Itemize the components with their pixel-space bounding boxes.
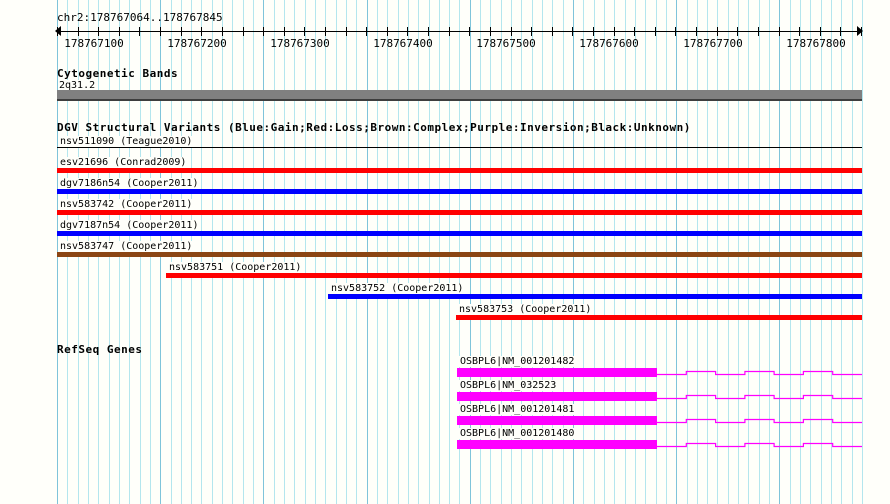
gene-exon-block[interactable] <box>457 392 657 401</box>
ruler-tick <box>511 27 512 36</box>
variant-bar[interactable] <box>328 294 862 299</box>
ruler-tick-label: 178767800 <box>786 37 846 50</box>
variant-label: nsv583751 (Cooper2011) <box>168 262 303 273</box>
gene-exon-block[interactable] <box>457 416 657 425</box>
ruler-tick <box>284 27 285 36</box>
ruler-tick <box>428 27 429 36</box>
ruler-tick <box>758 27 759 36</box>
ruler-tick <box>407 27 408 36</box>
variant-bar[interactable] <box>57 147 862 148</box>
ruler-tick <box>78 27 79 36</box>
ruler-tick <box>263 27 264 36</box>
section-title-refseq-genes: RefSeq Genes <box>57 343 143 356</box>
variant-label: nsv583747 (Cooper2011) <box>59 241 194 252</box>
ruler-tick <box>243 27 244 36</box>
ruler-tick <box>717 27 718 36</box>
gene-label: OSBPL6|NM_001201482 <box>459 356 576 367</box>
gene-intron-line[interactable] <box>657 440 862 449</box>
ruler-tick <box>346 27 347 36</box>
ruler-tick <box>304 27 305 36</box>
gene-label: OSBPL6|NM_001201480 <box>459 428 576 439</box>
ruler-axis-line <box>57 31 862 32</box>
ruler-tick <box>572 27 573 36</box>
ruler-tick <box>387 27 388 36</box>
variant-label: dgv7186n54 (Cooper2011) <box>59 178 200 189</box>
ruler-tick-label: 178767600 <box>579 37 639 50</box>
section-title-dgv-structural-variants: DGV Structural Variants (Blue:Gain;Red:L… <box>57 121 691 134</box>
gene-exon-block[interactable] <box>457 368 657 377</box>
ruler-tick <box>737 27 738 36</box>
gene-exon-block[interactable] <box>457 440 657 449</box>
ruler-tick <box>593 27 594 36</box>
ruler-tick-label: 178767500 <box>476 37 536 50</box>
gene-label: OSBPL6|NM_032523 <box>459 380 558 391</box>
variant-bar[interactable] <box>57 231 862 236</box>
variant-bar[interactable] <box>57 168 862 173</box>
ruler-tick <box>840 27 841 36</box>
ruler-tick-label: 178767100 <box>64 37 124 50</box>
ruler-tick <box>181 27 182 36</box>
variant-label: dgv7187n54 (Cooper2011) <box>59 220 200 231</box>
ruler-tick <box>634 27 635 36</box>
ruler-tick <box>490 27 491 36</box>
left-arrow-icon[interactable] <box>55 26 61 36</box>
variant-bar[interactable] <box>57 189 862 194</box>
ruler-tick-label: 178767400 <box>373 37 433 50</box>
gene-label: OSBPL6|NM_001201481 <box>459 404 576 415</box>
variant-bar[interactable] <box>166 273 862 278</box>
ruler-tick <box>366 27 367 36</box>
section-title-cytogenetic-bands: Cytogenetic Bands <box>57 67 179 80</box>
ruler-tick <box>160 27 161 36</box>
ruler-tick <box>119 27 120 36</box>
variant-bar[interactable] <box>57 252 862 257</box>
locus-label: chr2:178767064..178767845 <box>57 11 223 24</box>
ruler-tick <box>201 27 202 36</box>
ruler-tick <box>552 27 553 36</box>
variant-label: nsv511090 (Teague2010) <box>59 136 194 147</box>
ruler-tick <box>531 27 532 36</box>
variant-label: nsv583753 (Cooper2011) <box>458 304 593 315</box>
ruler-tick <box>98 27 99 36</box>
right-arrow-icon[interactable] <box>857 26 863 36</box>
variant-bar[interactable] <box>57 210 862 215</box>
variant-bar[interactable] <box>456 315 862 320</box>
ruler-tick <box>820 27 821 36</box>
ruler-tick <box>57 27 58 36</box>
variant-label: esv21696 (Conrad2009) <box>59 157 188 168</box>
ruler-tick <box>675 27 676 36</box>
ruler-tick <box>655 27 656 36</box>
ruler-tick-label: 178767700 <box>683 37 743 50</box>
ruler-tick <box>696 27 697 36</box>
gene-intron-line[interactable] <box>657 416 862 425</box>
ruler-tick <box>469 27 470 36</box>
cytoband-label: 2q31.2 <box>58 80 97 91</box>
ruler-tick-label: 178767200 <box>167 37 227 50</box>
cytoband-bar[interactable] <box>57 90 862 101</box>
ruler-tick <box>139 27 140 36</box>
ruler-tick <box>449 27 450 36</box>
ruler-tick <box>325 27 326 36</box>
ruler-tick-label: 178767300 <box>270 37 330 50</box>
variant-label: nsv583742 (Cooper2011) <box>59 199 194 210</box>
gene-intron-line[interactable] <box>657 392 862 401</box>
ruler-tick <box>614 27 615 36</box>
gene-intron-line[interactable] <box>657 368 862 377</box>
variant-label: nsv583752 (Cooper2011) <box>330 283 465 294</box>
grid-line <box>862 0 863 504</box>
ruler-tick <box>861 27 862 36</box>
ruler-tick <box>779 27 780 36</box>
ruler-tick <box>799 27 800 36</box>
coordinate-ruler[interactable]: chr2:178767064..178767845 178767100 17876… <box>0 0 890 50</box>
ruler-tick <box>222 27 223 36</box>
